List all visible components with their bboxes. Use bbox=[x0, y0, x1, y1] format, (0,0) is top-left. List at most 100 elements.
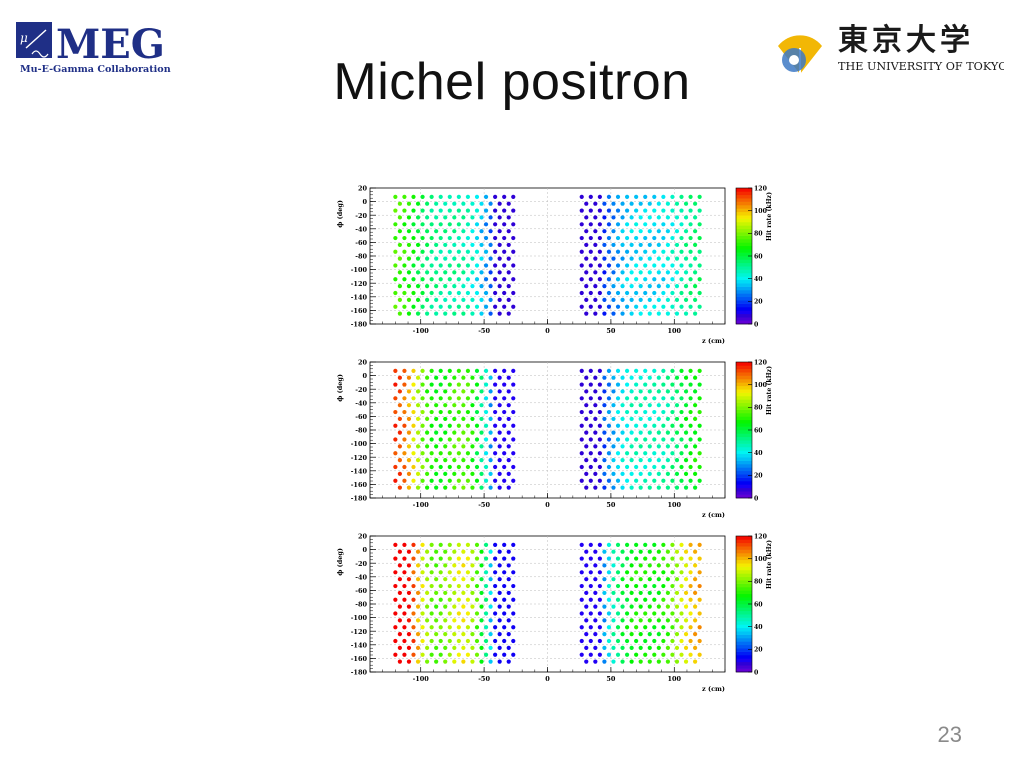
colorbar-band bbox=[736, 310, 752, 315]
hit-point bbox=[661, 423, 666, 428]
hit-point bbox=[656, 485, 661, 490]
hit-point bbox=[665, 229, 670, 234]
hit-point bbox=[456, 583, 461, 589]
hit-point bbox=[579, 652, 584, 657]
hit-point bbox=[656, 430, 661, 435]
hit-point bbox=[452, 563, 457, 568]
hit-point bbox=[438, 611, 443, 616]
hit-point bbox=[474, 208, 480, 213]
hit-point bbox=[411, 423, 416, 428]
colorbar-band bbox=[736, 399, 752, 404]
hit-point bbox=[606, 382, 612, 387]
hit-point bbox=[456, 263, 461, 268]
hit-point bbox=[415, 430, 421, 435]
hit-point bbox=[579, 409, 584, 415]
hit-point bbox=[406, 389, 412, 394]
hit-point bbox=[643, 409, 648, 415]
hit-point bbox=[638, 284, 643, 289]
hit-point bbox=[611, 485, 616, 490]
hit-point bbox=[656, 215, 661, 220]
hit-point bbox=[665, 270, 670, 275]
hit-point bbox=[693, 659, 698, 664]
colorbar-band bbox=[736, 467, 752, 472]
hit-point bbox=[629, 297, 634, 302]
colorbar-band bbox=[736, 457, 752, 461]
colorbar-band bbox=[736, 631, 752, 635]
hit-point bbox=[638, 215, 643, 220]
hit-point bbox=[434, 485, 439, 490]
hit-point bbox=[679, 208, 684, 213]
hit-point bbox=[688, 263, 693, 268]
hit-point bbox=[683, 389, 689, 394]
colorbar-band bbox=[736, 607, 752, 612]
hit-point bbox=[434, 311, 439, 316]
hit-point bbox=[497, 563, 502, 568]
hit-point bbox=[511, 542, 516, 547]
y-tick-label: -40 bbox=[355, 573, 367, 581]
hit-point bbox=[479, 604, 484, 609]
hit-point bbox=[661, 249, 666, 254]
colorbar-tick-label: 100 bbox=[754, 556, 768, 563]
hit-point bbox=[579, 542, 584, 547]
hit-point bbox=[511, 290, 516, 296]
hit-point bbox=[465, 583, 471, 589]
hit-point bbox=[588, 570, 593, 575]
hit-point bbox=[429, 652, 434, 657]
hit-point bbox=[470, 403, 475, 408]
hit-point bbox=[674, 403, 680, 408]
hit-point bbox=[443, 430, 448, 435]
hit-point bbox=[420, 451, 425, 456]
hit-point bbox=[634, 290, 639, 296]
hit-point bbox=[661, 652, 666, 657]
hit-point bbox=[415, 416, 421, 422]
hit-point bbox=[397, 563, 402, 568]
hit-point bbox=[474, 290, 480, 296]
hit-point bbox=[615, 423, 621, 428]
hit-point bbox=[656, 645, 661, 650]
hit-point bbox=[506, 375, 511, 380]
hit-point bbox=[661, 464, 666, 470]
colorbar-band bbox=[736, 460, 752, 465]
hit-point bbox=[611, 416, 616, 422]
hit-point bbox=[411, 652, 416, 657]
hit-point bbox=[456, 611, 461, 616]
hit-point bbox=[461, 563, 466, 568]
hit-point bbox=[452, 403, 457, 408]
hit-point bbox=[674, 215, 680, 220]
hit-point bbox=[470, 375, 475, 380]
hit-point bbox=[661, 611, 666, 616]
hit-point bbox=[502, 542, 507, 547]
colorbar-band bbox=[736, 317, 752, 321]
hit-point bbox=[438, 263, 443, 268]
hit-point bbox=[402, 570, 407, 575]
hit-point bbox=[483, 556, 489, 561]
hit-point bbox=[611, 632, 616, 637]
hit-point bbox=[502, 304, 507, 309]
hit-point bbox=[665, 590, 670, 596]
hit-point bbox=[447, 304, 452, 309]
hit-point bbox=[470, 444, 475, 449]
hit-point bbox=[593, 416, 598, 422]
hit-point bbox=[670, 625, 675, 630]
hit-point bbox=[479, 215, 484, 220]
hit-point bbox=[452, 632, 457, 637]
hit-point bbox=[438, 249, 443, 254]
hit-point bbox=[443, 604, 448, 609]
colorbar-band bbox=[736, 553, 752, 557]
hit-point bbox=[497, 229, 502, 234]
hit-point bbox=[443, 471, 448, 476]
hit-point bbox=[656, 549, 661, 554]
hit-point bbox=[602, 389, 607, 394]
hit-point bbox=[661, 597, 666, 602]
hit-point bbox=[579, 277, 584, 282]
colorbar-band bbox=[736, 570, 752, 574]
hit-point bbox=[674, 645, 680, 650]
hit-point bbox=[479, 311, 484, 316]
hit-point bbox=[447, 611, 452, 616]
hit-point bbox=[584, 590, 589, 596]
hit-point bbox=[502, 611, 507, 616]
hit-point bbox=[425, 471, 430, 476]
hit-point bbox=[602, 375, 607, 380]
y-tick-label: -80 bbox=[355, 253, 367, 261]
hit-point bbox=[429, 208, 434, 213]
